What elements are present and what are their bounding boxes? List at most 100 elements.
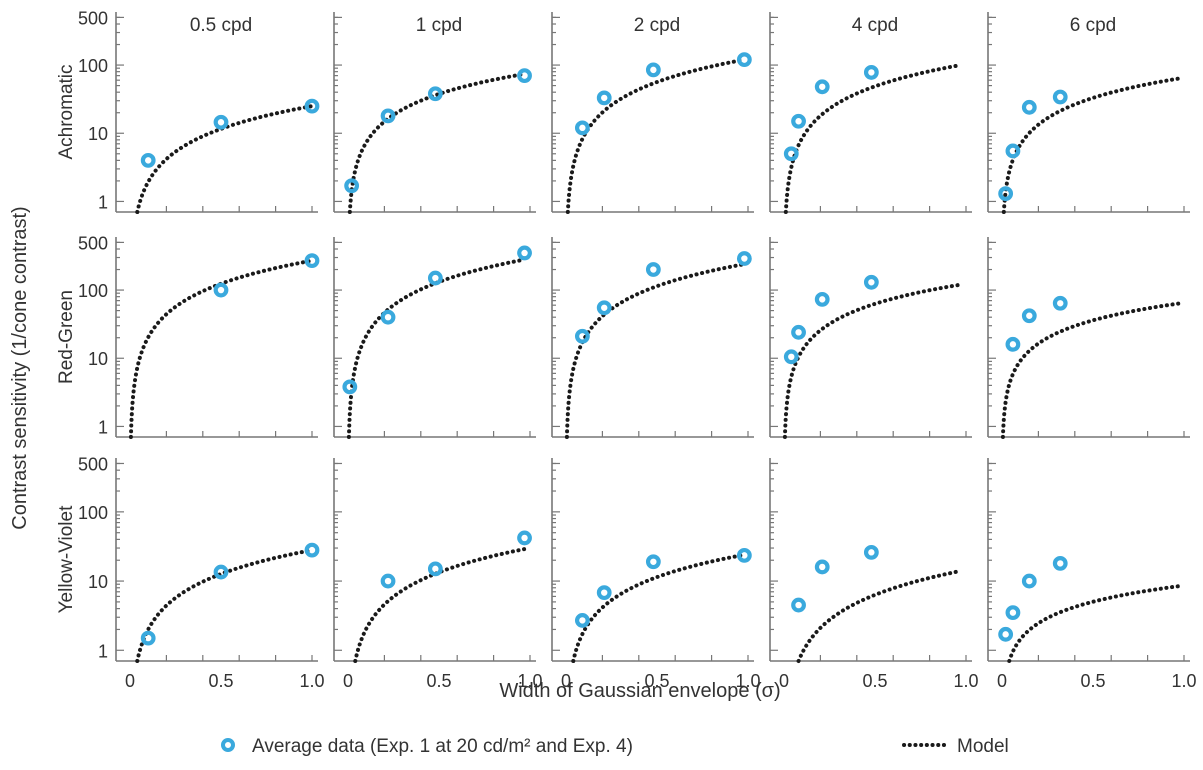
- model-curve: [128, 258, 314, 439]
- x-tick-label: 0: [125, 671, 135, 691]
- data-point: [427, 86, 443, 102]
- data-point: [1021, 99, 1037, 115]
- y-tick-label: 10: [88, 349, 108, 369]
- data-point: [791, 597, 806, 613]
- model-curve: [565, 57, 747, 214]
- data-point: [863, 65, 879, 80]
- model-curve: [564, 262, 747, 439]
- data-point: [140, 630, 156, 646]
- column-title-0-5-cpd: 0.5 cpd: [190, 15, 252, 36]
- data-point: [517, 530, 532, 546]
- data-point: [342, 379, 358, 395]
- data-point: [1005, 336, 1021, 352]
- panel-achromatic-2-cpd: 2 cpd: [551, 12, 754, 214]
- panel-achromatic-1-cpd: 1 cpd: [333, 12, 536, 214]
- panel-red-green-4-cpd: [769, 237, 972, 439]
- data-point: [645, 554, 661, 570]
- model-curve: [1007, 583, 1183, 663]
- data-point: [1052, 556, 1068, 571]
- x-tick-label: 1.0: [517, 671, 542, 691]
- row-label-achromatic: Achromatic: [56, 64, 77, 159]
- data-point: [1005, 605, 1021, 621]
- x-tick-label: 0.5: [426, 671, 451, 691]
- panel-red-green-0-5-cpd: 1 10 100 500 Red-Green: [56, 233, 320, 439]
- data-point: [1021, 308, 1037, 324]
- data-point: [863, 274, 879, 290]
- data-point: [998, 626, 1014, 642]
- data-point: [1052, 295, 1068, 311]
- data-point: [304, 542, 320, 558]
- x-tick-label: 0.5: [862, 671, 887, 691]
- data-point: [304, 98, 320, 114]
- data-point: [213, 282, 229, 298]
- data-point: [814, 79, 830, 95]
- panel-yellow-violet-2-cpd: 0 0.5 1.0: [551, 458, 761, 691]
- y-tick-label: 500: [78, 8, 108, 28]
- x-tick-label: 1.0: [735, 671, 760, 691]
- model-curve: [782, 282, 963, 439]
- model-curve: [347, 71, 527, 214]
- y-tick-label: 500: [78, 233, 108, 253]
- data-point: [574, 120, 590, 136]
- column-title-4-cpd: 4 cpd: [852, 15, 898, 36]
- x-tick-label: 0: [997, 671, 1007, 691]
- column-title-1-cpd: 1 cpd: [416, 15, 462, 36]
- x-tick-label: 1.0: [299, 671, 324, 691]
- model-curve: [353, 547, 527, 663]
- y-tick-label: 1: [98, 641, 108, 661]
- y-tick-label: 500: [78, 454, 108, 474]
- model-curve: [1001, 76, 1183, 214]
- data-point: [736, 547, 752, 563]
- data-point: [427, 270, 443, 286]
- data-point: [645, 62, 661, 78]
- data-point: [140, 152, 156, 168]
- y-tick-label: 100: [78, 281, 108, 301]
- model-curve: [571, 552, 747, 663]
- data-point: [998, 186, 1014, 202]
- data-point: [517, 68, 532, 84]
- data-point: [380, 573, 396, 589]
- model-curve: [135, 104, 314, 214]
- data-point: [783, 146, 799, 162]
- data-point: [344, 178, 360, 194]
- x-tick-label: 0: [779, 671, 789, 691]
- y-tick-label: 100: [78, 503, 108, 523]
- x-tick-label: 0: [343, 671, 353, 691]
- data-point: [213, 564, 229, 580]
- x-axis-label: Width of Gaussian envelope (σ): [499, 680, 780, 702]
- data-point: [380, 309, 396, 325]
- data-point: [736, 52, 752, 68]
- panel-yellow-violet-0-5-cpd: 1 10 100 500 Yellow-Violet 0 0.5 1.0: [56, 454, 325, 691]
- data-point: [736, 251, 752, 266]
- data-point: [783, 349, 799, 365]
- data-point: [574, 613, 590, 628]
- model-curve: [796, 568, 963, 663]
- row-label-yellow-violet: Yellow-Violet: [56, 505, 77, 613]
- data-point: [574, 328, 590, 344]
- data-point: [814, 559, 830, 575]
- model-curve: [346, 257, 527, 439]
- panel-yellow-violet-1-cpd: 0 0.5 1.0: [333, 458, 543, 691]
- model-curve: [135, 548, 314, 663]
- legend: Average data (Exp. 1 at 20 cd/m² and Exp…: [221, 736, 1009, 757]
- data-point: [596, 585, 612, 601]
- panel-red-green-2-cpd: [551, 237, 754, 439]
- panel-red-green-1-cpd: [333, 237, 536, 439]
- data-point: [1052, 89, 1068, 105]
- data-point: [645, 262, 661, 277]
- panel-achromatic-0-5-cpd: 1 10 100 500 Achromatic 0.5 cpd: [56, 8, 320, 214]
- y-tick-label: 10: [88, 572, 108, 592]
- x-tick-label: 0: [561, 671, 571, 691]
- data-point: [380, 108, 396, 124]
- data-point: [791, 113, 806, 129]
- panel-yellow-violet-6-cpd: 0 0.5 1.0: [987, 458, 1197, 691]
- data-point: [213, 114, 229, 130]
- x-tick-label: 0.5: [208, 671, 233, 691]
- column-title-2-cpd: 2 cpd: [634, 15, 680, 36]
- x-tick-label: 1.0: [1171, 671, 1196, 691]
- legend-data-marker: [221, 738, 235, 752]
- y-tick-label: 1: [98, 417, 108, 437]
- panel-achromatic-4-cpd: 4 cpd: [769, 12, 972, 214]
- model-curve: [1000, 301, 1183, 439]
